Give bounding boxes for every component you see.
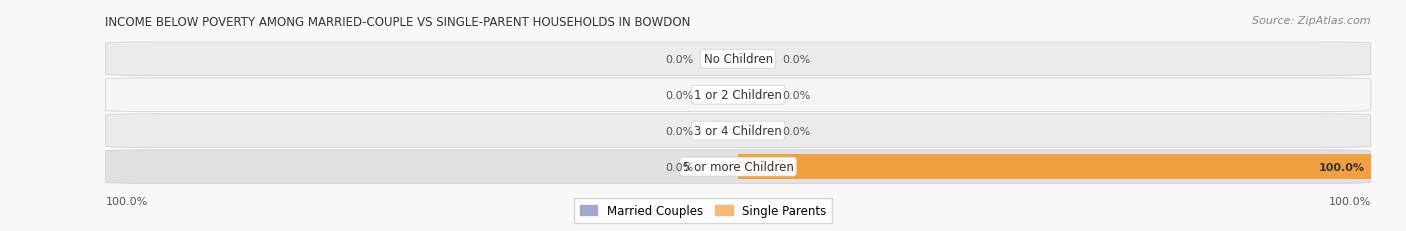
Text: 0.0%: 0.0% bbox=[665, 162, 695, 172]
Legend: Married Couples, Single Parents: Married Couples, Single Parents bbox=[574, 198, 832, 223]
Text: 3 or 4 Children: 3 or 4 Children bbox=[695, 125, 782, 138]
Text: 100.0%: 100.0% bbox=[1329, 196, 1371, 206]
Text: Source: ZipAtlas.com: Source: ZipAtlas.com bbox=[1253, 16, 1371, 26]
Text: 1 or 2 Children: 1 or 2 Children bbox=[695, 89, 782, 102]
Bar bbox=[738, 154, 1371, 179]
Text: 0.0%: 0.0% bbox=[782, 126, 811, 136]
Text: 0.0%: 0.0% bbox=[665, 55, 695, 64]
FancyBboxPatch shape bbox=[105, 150, 1371, 184]
FancyBboxPatch shape bbox=[105, 43, 1371, 76]
Text: INCOME BELOW POVERTY AMONG MARRIED-COUPLE VS SINGLE-PARENT HOUSEHOLDS IN BOWDON: INCOME BELOW POVERTY AMONG MARRIED-COUPL… bbox=[105, 16, 690, 29]
Text: 0.0%: 0.0% bbox=[782, 55, 811, 64]
Text: 5 or more Children: 5 or more Children bbox=[683, 160, 793, 173]
Text: 0.0%: 0.0% bbox=[782, 90, 811, 100]
Text: 0.0%: 0.0% bbox=[665, 90, 695, 100]
Text: 100.0%: 100.0% bbox=[1319, 162, 1364, 172]
FancyBboxPatch shape bbox=[105, 114, 1371, 148]
Text: No Children: No Children bbox=[703, 53, 773, 66]
FancyBboxPatch shape bbox=[105, 79, 1371, 112]
Text: 0.0%: 0.0% bbox=[665, 126, 695, 136]
Text: 100.0%: 100.0% bbox=[105, 196, 148, 206]
